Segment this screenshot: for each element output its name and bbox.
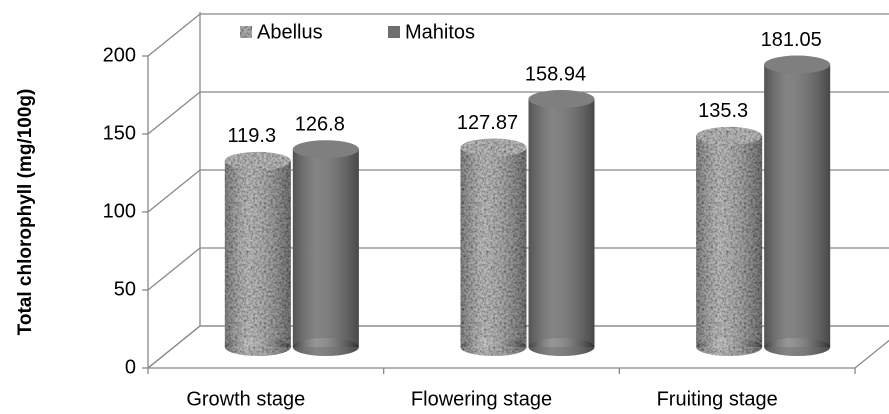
data-label: 119.3 xyxy=(228,125,277,147)
bar-top xyxy=(460,138,527,157)
bar-top-light xyxy=(224,151,291,170)
bar-shade xyxy=(292,149,359,347)
y-tick-label: 150 xyxy=(103,122,136,144)
legend-swatch xyxy=(240,26,252,38)
data-label: 158.94 xyxy=(525,63,586,85)
bar-shade xyxy=(764,64,831,347)
y-tick-label: 100 xyxy=(103,200,136,222)
grid-line xyxy=(147,247,889,291)
bar-top-light xyxy=(528,90,595,109)
x-tick-label: Growth stage xyxy=(186,388,305,410)
legend-swatch xyxy=(388,26,400,38)
bar-top-light xyxy=(460,138,527,157)
grid-line xyxy=(147,325,889,369)
bar-top xyxy=(292,140,359,159)
grid-line xyxy=(147,13,889,57)
grid-line xyxy=(147,91,889,135)
bar-shade xyxy=(528,99,595,348)
bar-top-light xyxy=(292,140,359,159)
data-label: 127.87 xyxy=(457,112,518,134)
data-label: 135.3 xyxy=(698,100,748,122)
data-label: 181.05 xyxy=(761,29,822,51)
bar-top xyxy=(696,126,763,145)
legend-label: Mahitos xyxy=(405,21,475,43)
bar-top xyxy=(764,55,831,74)
legend-label: Abellus xyxy=(257,21,323,43)
bar-top-light xyxy=(764,55,831,74)
y-tick-label: 0 xyxy=(125,356,136,378)
bar-shade xyxy=(460,147,527,347)
data-label: 126.8 xyxy=(295,113,345,135)
bar-top xyxy=(224,151,291,170)
y-tick-label: 50 xyxy=(114,278,136,300)
x-tick-label: Fruiting stage xyxy=(657,388,778,410)
y-axis-label: Total chlorophyll (mg/100g) xyxy=(15,89,36,336)
bar-top-light xyxy=(696,126,763,145)
x-tick-label: Flowering stage xyxy=(411,388,552,410)
y-tick-label: 200 xyxy=(103,44,136,66)
grid-line xyxy=(147,169,889,213)
bar-top xyxy=(528,90,595,109)
bar-shade xyxy=(224,160,291,347)
bar-shade xyxy=(696,135,763,347)
